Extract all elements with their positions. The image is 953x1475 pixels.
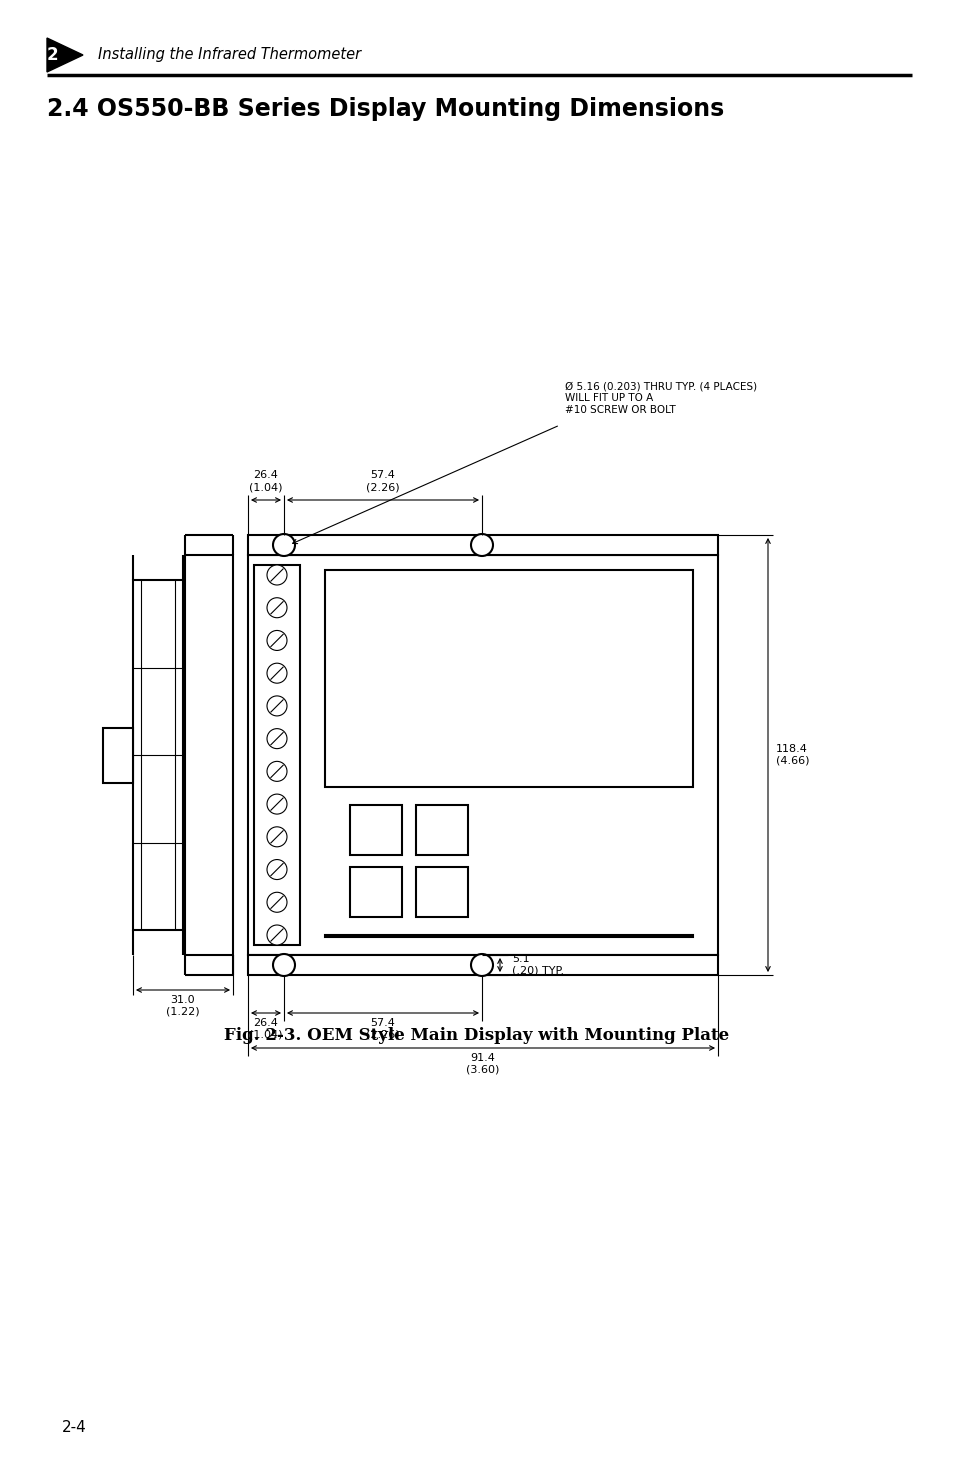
Circle shape	[267, 664, 287, 683]
Bar	[185, 555, 233, 954]
Bar	[132, 580, 183, 931]
Text: 57.4
(2.26): 57.4 (2.26)	[366, 471, 399, 493]
Circle shape	[267, 892, 287, 912]
Circle shape	[273, 534, 294, 556]
Text: 5.1
(.20) TYP.: 5.1 (.20) TYP.	[512, 954, 563, 976]
Bar	[416, 867, 468, 917]
Circle shape	[267, 565, 287, 586]
Text: Fig. 2-3. OEM Style Main Display with Mounting Plate: Fig. 2-3. OEM Style Main Display with Mo…	[224, 1027, 729, 1043]
Text: 26.4
(1.04): 26.4 (1.04)	[249, 1018, 282, 1040]
Circle shape	[267, 794, 287, 814]
Bar	[325, 935, 692, 937]
Bar	[350, 867, 401, 917]
Circle shape	[267, 860, 287, 879]
Bar	[350, 805, 401, 855]
Bar	[325, 569, 692, 788]
Text: 91.4
(3.60): 91.4 (3.60)	[466, 1053, 499, 1075]
Circle shape	[267, 925, 287, 945]
Text: 57.4
(2.26): 57.4 (2.26)	[366, 1018, 399, 1040]
Text: 26.4
(1.04): 26.4 (1.04)	[249, 471, 282, 493]
Text: 2: 2	[46, 46, 58, 63]
Circle shape	[267, 729, 287, 749]
Text: Installing the Infrared Thermometer: Installing the Infrared Thermometer	[98, 47, 361, 62]
Bar	[103, 727, 132, 783]
Bar	[248, 954, 718, 975]
Text: Ø 5.16 (0.203) THRU TYP. (4 PLACES)
WILL FIT UP TO A
#10 SCREW OR BOLT: Ø 5.16 (0.203) THRU TYP. (4 PLACES) WILL…	[564, 382, 757, 414]
Polygon shape	[47, 38, 83, 72]
Bar	[416, 805, 468, 855]
Circle shape	[267, 630, 287, 650]
Circle shape	[267, 597, 287, 618]
Text: 2-4: 2-4	[62, 1419, 87, 1435]
Bar	[248, 535, 718, 555]
Circle shape	[273, 954, 294, 976]
Circle shape	[267, 761, 287, 782]
Bar	[253, 565, 299, 945]
Text: 118.4
(4.66): 118.4 (4.66)	[775, 745, 809, 766]
Text: 31.0
(1.22): 31.0 (1.22)	[166, 996, 199, 1016]
Circle shape	[471, 954, 493, 976]
Bar	[248, 555, 718, 954]
Text: 2.4 OS550-BB Series Display Mounting Dimensions: 2.4 OS550-BB Series Display Mounting Dim…	[47, 97, 723, 121]
Circle shape	[267, 696, 287, 715]
Circle shape	[471, 534, 493, 556]
Circle shape	[267, 827, 287, 847]
